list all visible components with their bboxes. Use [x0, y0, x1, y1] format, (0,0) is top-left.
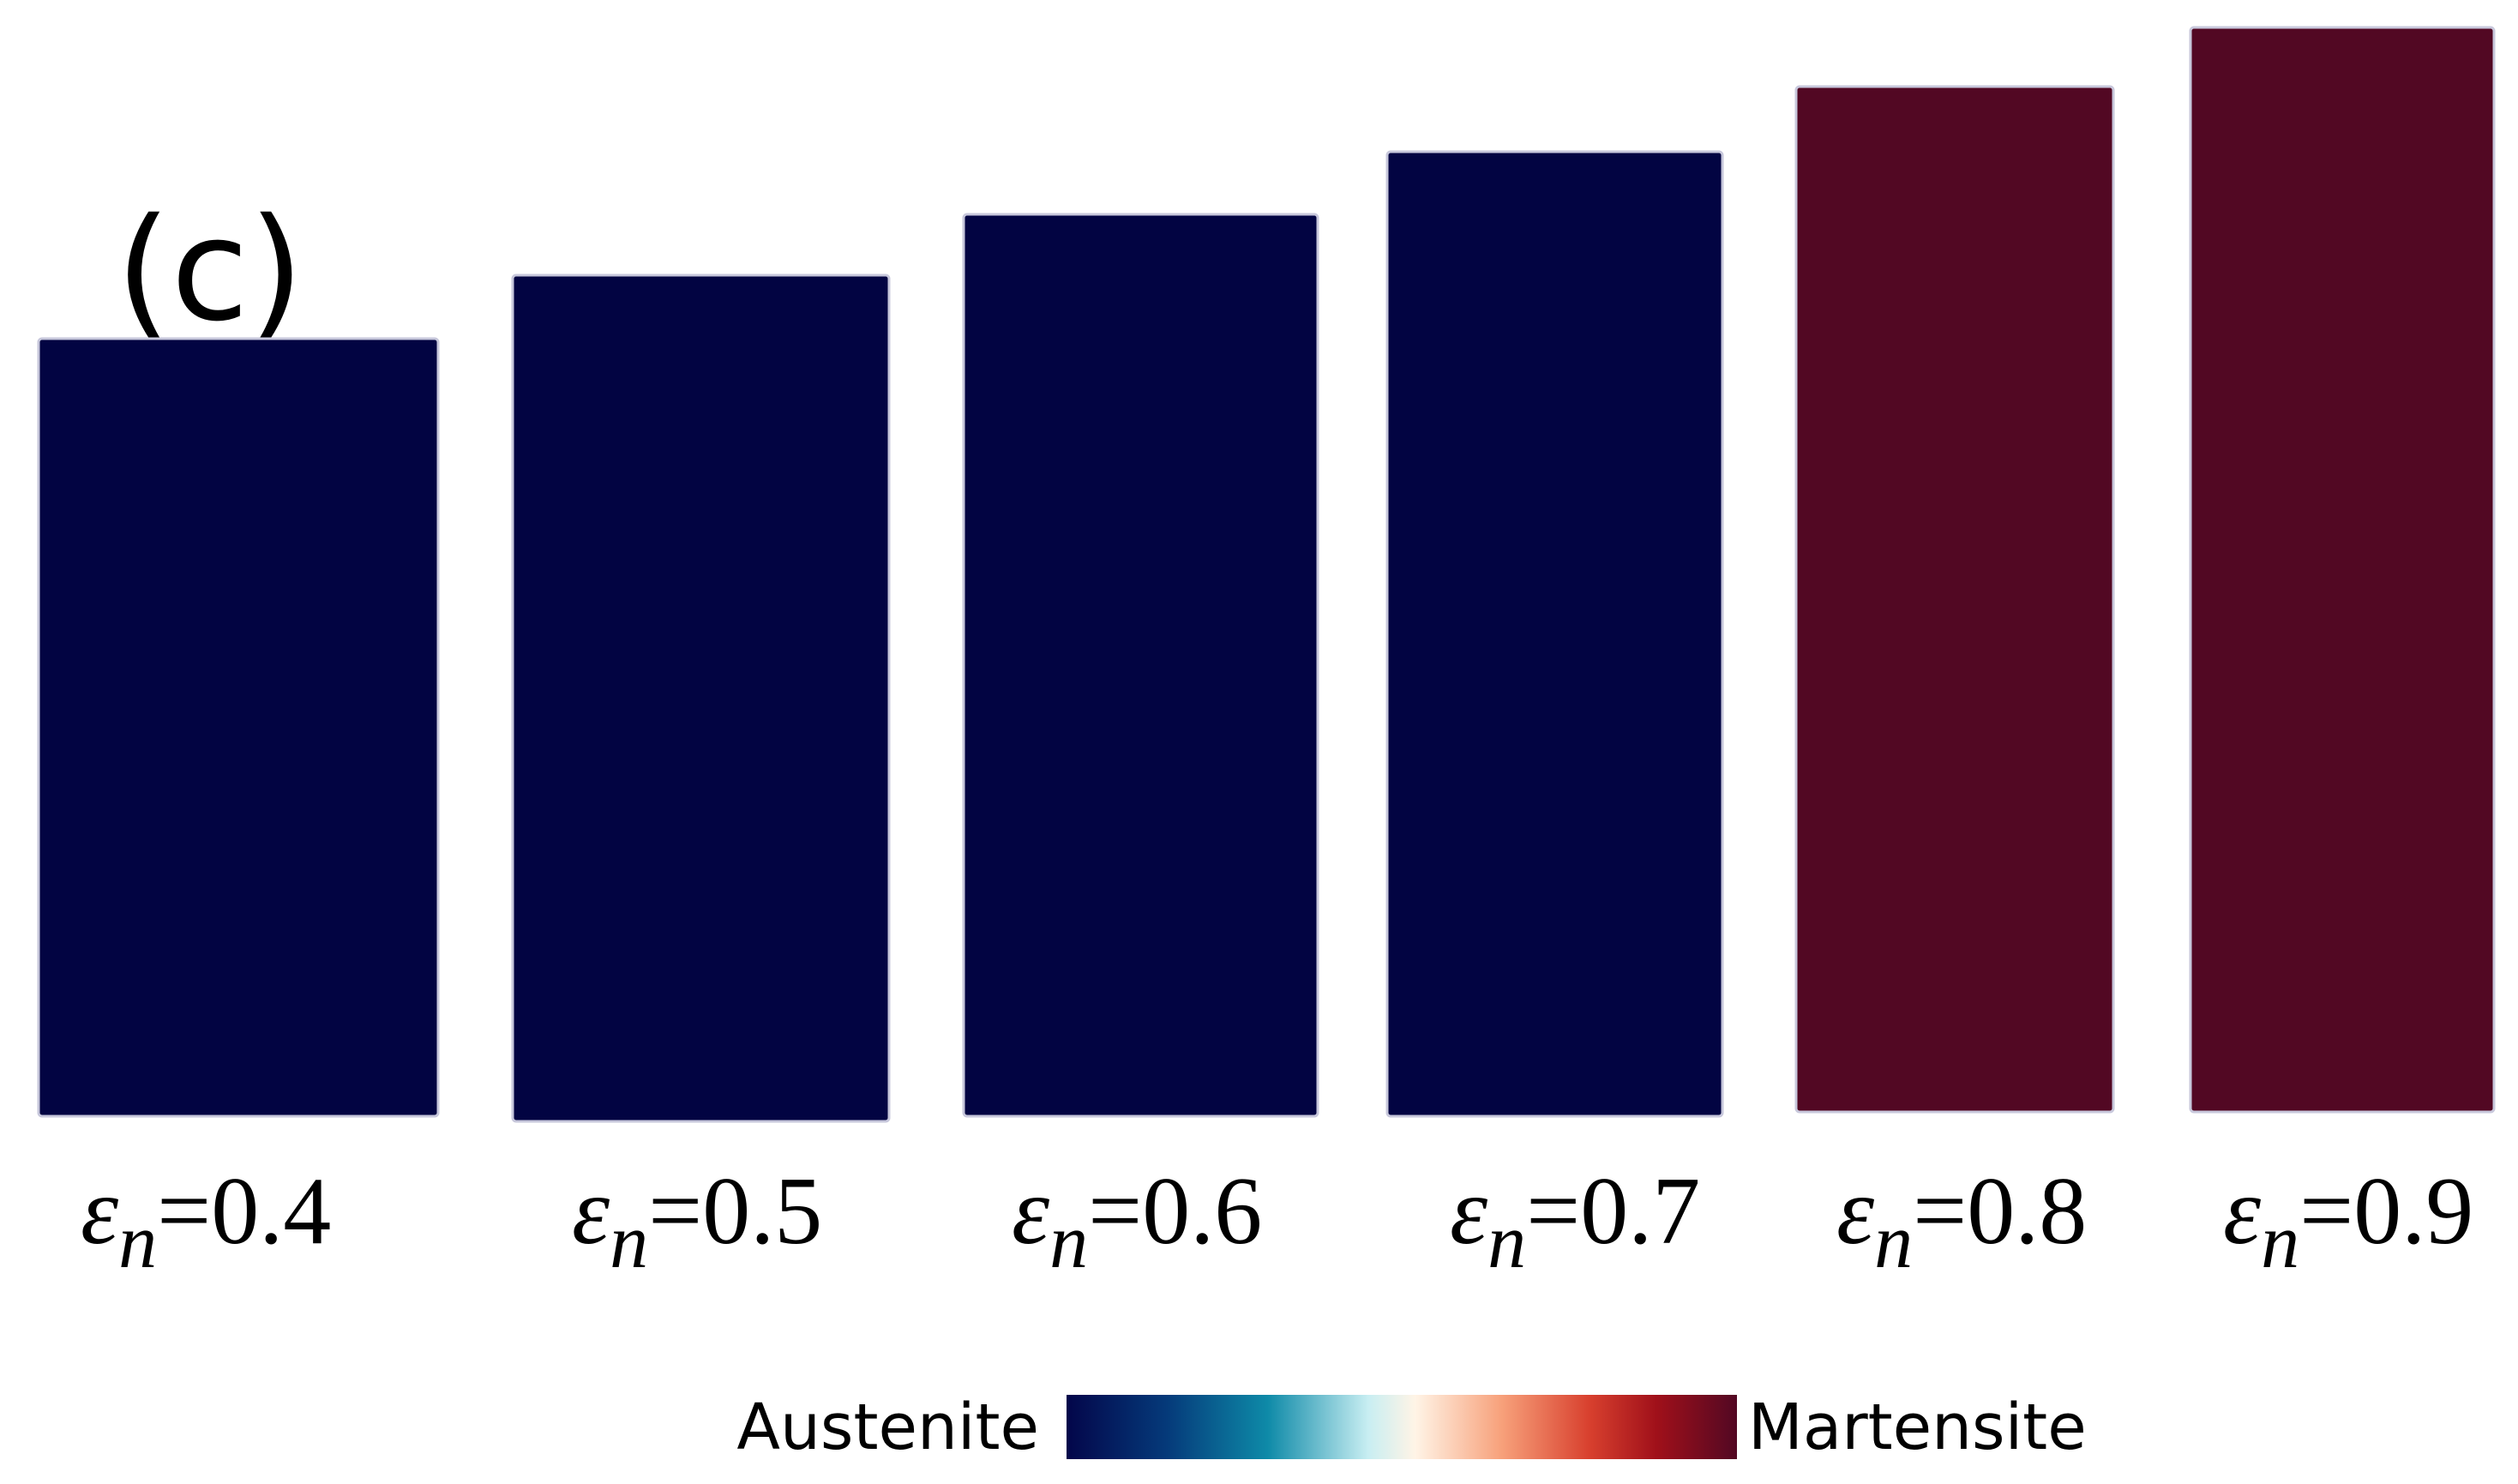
colorbar-left-label: Austenite — [736, 1391, 1039, 1464]
strain-subscript: n — [1049, 1199, 1088, 1284]
specimen-label: εn=0.8 — [1836, 1158, 2087, 1284]
specimen — [37, 337, 440, 1118]
specimen — [511, 273, 891, 1123]
specimen-label: εn=0.7 — [1450, 1158, 1700, 1284]
strain-value: =0.5 — [648, 1158, 822, 1265]
specimen-label: εn=0.6 — [1012, 1158, 1262, 1284]
strain-value: =0.8 — [1913, 1158, 2087, 1265]
specimen-label: εn=0.5 — [572, 1158, 822, 1284]
strain-subscript: n — [2261, 1199, 2299, 1284]
specimen — [2189, 26, 2496, 1114]
strain-symbol: ε — [1012, 1158, 1050, 1265]
specimens: εn=0.4 εn=0.5 εn=0.6 εn=0.7 εn=0.8 εn=0.9 — [37, 26, 2496, 1284]
specimen-label: εn=0.9 — [2223, 1158, 2473, 1284]
strain-symbol: ε — [572, 1158, 610, 1265]
strain-value: =0.9 — [2299, 1158, 2473, 1265]
strain-symbol: ε — [1836, 1158, 1875, 1265]
strain-subscript: n — [1874, 1199, 1913, 1284]
specimen — [1385, 150, 1724, 1118]
colorbar — [1067, 1395, 1737, 1459]
strain-subscript: n — [610, 1199, 648, 1284]
strain-value: =0.7 — [1526, 1158, 1700, 1265]
strain-symbol: ε — [1450, 1158, 1488, 1265]
strain-symbol: ε — [81, 1158, 119, 1265]
strain-value: =0.4 — [157, 1158, 331, 1265]
specimen — [962, 213, 1319, 1118]
panel-label: (c) — [116, 188, 303, 352]
specimen-label: εn=0.4 — [81, 1158, 331, 1284]
strain-value: =0.6 — [1088, 1158, 1262, 1265]
strain-symbol: ε — [2223, 1158, 2262, 1265]
strain-subscript: n — [118, 1199, 157, 1284]
specimen — [1794, 85, 2115, 1114]
strain-subscript: n — [1487, 1199, 1526, 1284]
colorbar-right-label: Martensite — [1748, 1391, 2087, 1464]
